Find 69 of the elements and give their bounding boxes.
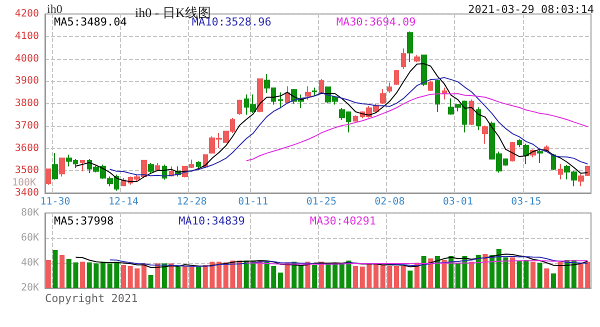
chart-title: ih0 - 日K线图 — [135, 5, 211, 20]
candlestick — [435, 80, 440, 113]
y-tick-label: 60K — [20, 232, 39, 244]
candlestick — [401, 48, 406, 70]
x-tick-label: 03-15 — [511, 196, 542, 208]
text: MA10:34839 — [178, 214, 245, 228]
y-tick-label: 4200 — [14, 8, 39, 20]
candlestick — [387, 82, 392, 94]
y-tick-label: 4000 — [14, 53, 39, 64]
candlestick — [551, 153, 556, 170]
y-tick-label: 3700 — [14, 120, 39, 132]
x-tick-label: 02-08 — [374, 196, 405, 208]
line-series — [75, 63, 588, 182]
candlestick — [196, 160, 201, 168]
text: MA30:40291 — [310, 214, 376, 228]
x-tick-label: 11-30 — [40, 196, 70, 208]
candlestick — [52, 152, 58, 180]
x-tick-label: 01-25 — [306, 196, 336, 208]
y-tick-label: 3500 — [14, 165, 39, 176]
candlestick — [414, 54, 420, 63]
candlestick — [394, 69, 399, 86]
candlestick — [510, 141, 515, 162]
text: MA5:37998 — [54, 214, 114, 228]
x-tick-label: 01-11 — [238, 196, 268, 208]
y-tick-label: 3400 — [14, 188, 39, 198]
candlestick — [278, 92, 283, 108]
line-series — [109, 77, 588, 176]
y-tick-label: 3800 — [14, 98, 39, 109]
candlestick — [469, 98, 474, 126]
candlestick — [517, 138, 522, 148]
line-series — [246, 93, 588, 162]
candlestick — [80, 160, 85, 172]
candlestick — [257, 78, 263, 113]
candlestick — [421, 54, 427, 86]
candlestick — [305, 86, 311, 100]
y-tick-label: 3600 — [14, 142, 39, 154]
candlestick — [312, 87, 317, 97]
candlestick — [46, 168, 51, 186]
candlestick — [442, 87, 447, 100]
y-tick-label: 3900 — [14, 76, 39, 87]
line-series — [75, 254, 588, 268]
x-tick-label: 12-14 — [108, 196, 139, 208]
text: Copyright 2021 — [45, 292, 138, 305]
y-tick-label: 80K — [20, 208, 39, 218]
annotation: ih0 — [47, 2, 62, 16]
candlestick — [353, 114, 358, 122]
candlestick — [523, 143, 529, 165]
x-tick-label: 12-28 — [176, 196, 207, 208]
candlestick — [476, 106, 481, 131]
candlestick — [148, 162, 154, 174]
candlestick — [537, 148, 543, 164]
candlestick — [59, 158, 65, 177]
y-tick-label: 4100 — [14, 30, 39, 42]
candlestick — [155, 162, 160, 172]
x-tick-label: 03-01 — [442, 196, 473, 208]
candlestick — [319, 78, 324, 94]
candlestick — [285, 86, 290, 104]
y-tick-label: 40K — [20, 258, 39, 268]
candlestick — [558, 164, 563, 180]
text: MA30:3694.09 — [336, 16, 416, 28]
candlestick — [482, 125, 488, 144]
annotation: 2021-03-29 08:03:14 — [468, 3, 594, 16]
candlestick — [237, 99, 242, 116]
y-tick-label: 20K — [20, 282, 39, 294]
text: 100K — [12, 178, 36, 188]
candlestick — [380, 88, 386, 104]
candlestick — [428, 80, 433, 92]
text: MA5:3489.04 — [54, 16, 128, 28]
candlestick — [407, 30, 413, 63]
